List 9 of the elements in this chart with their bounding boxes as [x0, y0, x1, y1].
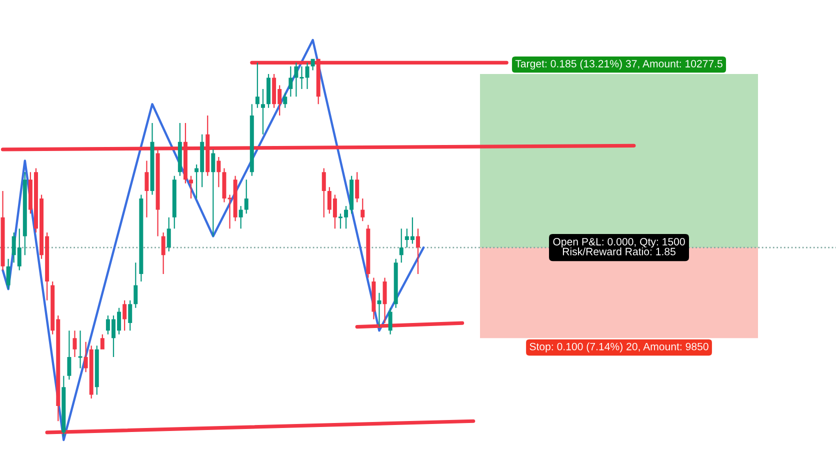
band-label: Target: 0.185 (13.21%) 37, Amount: 10277.5 [515, 60, 722, 70]
candlestick [78, 330, 82, 368]
candlestick [305, 62, 310, 90]
candlestick [144, 160, 149, 218]
band-label: Stop: 0.100 (7.14%) 20, Amount: 9850 [530, 342, 708, 352]
annotation: Open P&L: 0.000, Qty: 1500 Risk/Reward Ratio: 1.85 [553, 238, 685, 256]
candlestick [377, 292, 382, 327]
candlestick [67, 330, 72, 380]
candlestick [72, 330, 77, 357]
